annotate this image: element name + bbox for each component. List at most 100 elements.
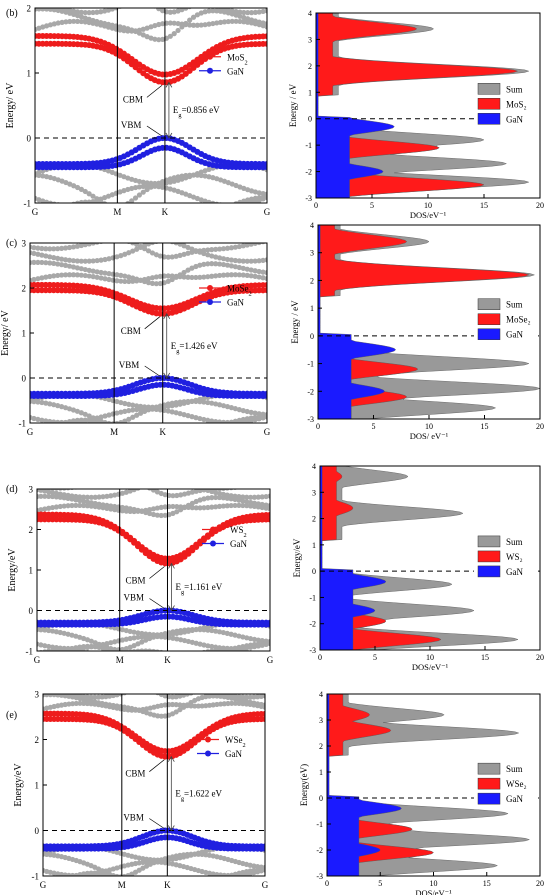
grey-band-point [147, 633, 153, 640]
grey-band-point [206, 21, 212, 27]
grey-band-point [189, 249, 195, 255]
grey-band-point [140, 681, 145, 686]
grey-band-point [255, 641, 261, 647]
grey-band-point [92, 657, 97, 662]
grey-band-point [240, 494, 246, 500]
y-tick-label: 1 [27, 69, 32, 79]
grey-band-point [181, 637, 188, 644]
grey-band-point [181, 883, 186, 888]
grey-band-point [108, 478, 113, 483]
grey-band-point [50, 474, 55, 479]
grey-band-point [201, 652, 206, 657]
grey-band-point [110, 439, 115, 444]
grey-band-point [261, 236, 266, 241]
grey-band-point [44, 687, 49, 692]
grey-band-point [104, 641, 110, 647]
grey-band-point [172, 213, 177, 218]
grey-band-point [66, 272, 73, 278]
grey-band-point [232, 493, 238, 499]
grey-band-point [130, 224, 135, 229]
grey-band-point [177, 243, 183, 247]
k-point-label: G [34, 655, 41, 665]
grey-band-point [140, 667, 145, 672]
grey-band-point [185, 274, 191, 280]
grey-band-point [106, 420, 112, 423]
grey-band-point [182, 654, 187, 659]
grey-band-point [155, 859, 161, 865]
grey-band-point [170, 431, 175, 436]
grey-band-point [181, 251, 187, 257]
grey-band-point [43, 434, 48, 439]
grey-band-point [67, 18, 73, 25]
y-tick-label: 3 [319, 716, 323, 725]
grey-band-point [225, 451, 230, 456]
grey-band-point [261, 236, 266, 241]
grey-band-point [181, 228, 186, 233]
dos-area-gan [326, 693, 402, 877]
grey-band-point [159, 675, 164, 680]
grey-band-point [144, 888, 149, 893]
grey-band-point [252, 273, 258, 279]
grey-band-point [148, 0, 153, 5]
grey-band-point [35, 432, 40, 437]
grey-band-point [205, 651, 210, 656]
grey-band-point [147, 477, 152, 482]
grey-band-point [264, 458, 269, 463]
y-tick-label: 1 [308, 88, 312, 97]
grey-band-point [77, 665, 82, 670]
grey-band-point [88, 643, 94, 650]
tmd-band-point [264, 40, 267, 47]
y-tick-label: -1 [305, 141, 312, 150]
grey-band-point [226, 229, 231, 234]
grey-band-point [230, 0, 235, 1]
grey-band-point [40, 221, 45, 226]
grey-band-point [218, 672, 223, 677]
grey-band-point [129, 208, 134, 213]
grey-band-point [51, 8, 57, 13]
grey-band-point [255, 659, 260, 664]
grey-band-point [31, 259, 37, 265]
grey-band-point [135, 659, 140, 664]
grey-band-point [59, 877, 64, 882]
grey-band-point [48, 676, 53, 681]
grey-band-point [106, 217, 111, 222]
grey-band-point [97, 480, 102, 485]
grey-band-point [179, 217, 184, 222]
grey-band-point [209, 450, 214, 455]
grey-band-point [196, 665, 201, 670]
grey-band-point [94, 419, 100, 423]
grey-band-point [225, 891, 230, 895]
grey-band-point [178, 443, 183, 448]
grey-band-point [131, 467, 136, 472]
grey-band-point [174, 444, 179, 449]
grey-band-point [178, 470, 183, 475]
grey-band-point [209, 627, 215, 634]
legend-swatch [477, 535, 501, 548]
grey-band-point [225, 661, 230, 666]
grey-band-point [146, 197, 151, 202]
grey-band-point [108, 665, 113, 670]
grey-band-point [123, 636, 129, 642]
grey-band-point [74, 408, 80, 414]
grey-band-point [106, 238, 111, 243]
grey-band-point [86, 267, 92, 273]
grey-band-point [158, 440, 163, 445]
grey-band-point [151, 466, 156, 471]
grey-band-point [88, 870, 94, 876]
grey-band-point [252, 456, 257, 461]
grey-band-point [165, 408, 171, 414]
grey-band-point [185, 672, 190, 677]
grey-band-point [252, 669, 257, 674]
grey-band-point [170, 674, 175, 679]
grey-band-point [98, 420, 104, 423]
grey-band-point [225, 227, 230, 232]
grey-band-point [214, 208, 219, 213]
grey-band-point [170, 655, 175, 660]
grey-band-point [198, 656, 203, 661]
grey-band-point [245, 209, 250, 214]
grey-band-point [264, 414, 267, 420]
grey-band-point [244, 643, 250, 649]
grey-band-point [198, 172, 204, 179]
grey-band-point [174, 226, 179, 231]
grey-band-point [53, 875, 55, 876]
